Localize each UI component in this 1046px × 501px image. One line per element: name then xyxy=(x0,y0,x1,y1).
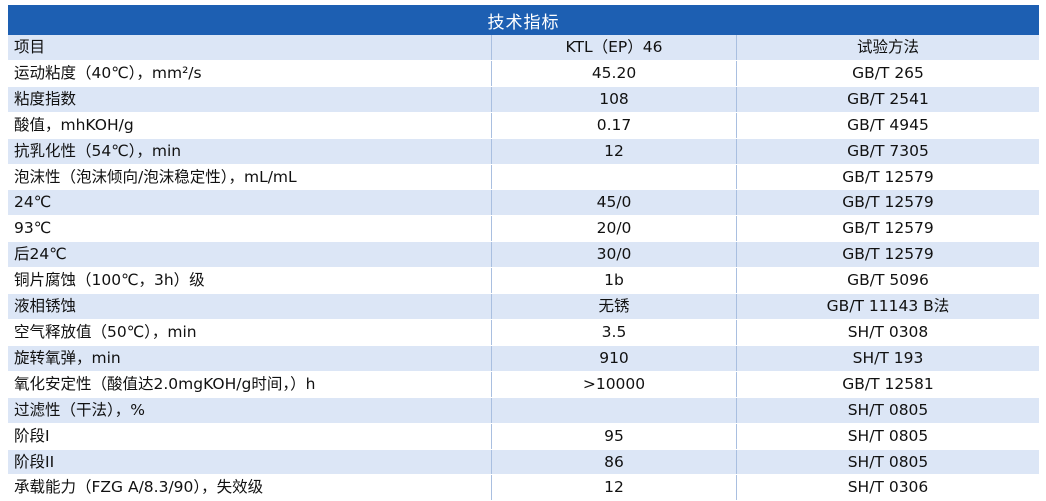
cell-method: GB/T 4945 xyxy=(736,112,1039,139)
cell-item: 过滤性（干法），% xyxy=(8,397,492,424)
cell-item: 液相锈蚀 xyxy=(8,293,492,320)
table-row: 铜片腐蚀（100℃，3h）级 1b GB/T 5096 xyxy=(8,267,1039,295)
table-row: 空气释放值（50℃），min 3.5 SH/T 0308 xyxy=(8,319,1039,346)
cell-value: 1b xyxy=(491,267,737,295)
table-row: 液相锈蚀 无锈 GB/T 11143 B法 xyxy=(8,293,1039,320)
cell-item: 24℃ xyxy=(8,189,492,217)
cell-value: 95 xyxy=(491,423,737,450)
table-title: 技术指标 xyxy=(8,5,1039,35)
table-row: 运动粘度（40℃），mm²/s 45.20 GB/T 265 xyxy=(8,60,1039,87)
table-row: 粘度指数 108 GB/T 2541 xyxy=(8,86,1039,113)
cell-method: SH/T 0805 xyxy=(736,423,1039,450)
table-row: 抗乳化性（54℃），min 12 GB/T 7305 xyxy=(8,138,1039,165)
column-header-method: 试验方法 xyxy=(736,35,1039,61)
cell-method: SH/T 0805 xyxy=(736,397,1039,424)
cell-value: 45.20 xyxy=(491,60,737,87)
cell-item: 氧化安定性（酸值达2.0mgKOH/g时间，）h xyxy=(8,371,492,398)
cell-item: 承载能力（FZG A/8.3/90），失效级 xyxy=(8,474,492,501)
cell-method: GB/T 12579 xyxy=(736,189,1039,217)
cell-item: 铜片腐蚀（100℃，3h）级 xyxy=(8,267,492,295)
table-row: 阶段II 86 SH/T 0805 xyxy=(8,449,1039,476)
cell-method: GB/T 12581 xyxy=(736,371,1039,398)
table-row: 93℃ 20/0 GB/T 12579 xyxy=(8,215,1039,243)
cell-method: GB/T 2541 xyxy=(736,86,1039,113)
cell-item: 阶段I xyxy=(8,423,492,450)
spec-table-container: 技术指标 项目 KTL（EP）46 试验方法 运动粘度（40℃），mm²/s 45… xyxy=(8,5,1039,501)
cell-value xyxy=(491,164,737,191)
cell-value: 86 xyxy=(491,449,737,476)
table-row: 酸值，mhKOH/g 0.17 GB/T 4945 xyxy=(8,112,1039,139)
cell-value: 12 xyxy=(491,138,737,165)
table-row: 阶段I 95 SH/T 0805 xyxy=(8,423,1039,450)
cell-value: 910 xyxy=(491,345,737,372)
table-row: 泡沫性（泡沫倾向/泡沫稳定性），mL/mL GB/T 12579 xyxy=(8,164,1039,191)
cell-value: >10000 xyxy=(491,371,737,398)
cell-item: 酸值，mhKOH/g xyxy=(8,112,492,139)
table-row: 24℃ 45/0 GB/T 12579 xyxy=(8,189,1039,217)
cell-method: GB/T 12579 xyxy=(736,241,1039,269)
header-row: 项目 KTL（EP）46 试验方法 xyxy=(8,35,1039,61)
table-row: 后24℃ 30/0 GB/T 12579 xyxy=(8,241,1039,269)
cell-method: SH/T 0805 xyxy=(736,449,1039,476)
cell-item: 93℃ xyxy=(8,215,492,243)
table-row: 旋转氧弹，min 910 SH/T 193 xyxy=(8,345,1039,372)
cell-item: 泡沫性（泡沫倾向/泡沫稳定性），mL/mL xyxy=(8,164,492,191)
cell-item: 空气释放值（50℃），min xyxy=(8,319,492,346)
cell-method: SH/T 193 xyxy=(736,345,1039,372)
cell-method: GB/T 265 xyxy=(736,60,1039,87)
cell-value: 45/0 xyxy=(491,189,737,217)
cell-value: 108 xyxy=(491,86,737,113)
cell-item: 抗乳化性（54℃），min xyxy=(8,138,492,165)
cell-item: 运动粘度（40℃），mm²/s xyxy=(8,60,492,87)
cell-method: GB/T 12579 xyxy=(736,215,1039,243)
cell-value: 无锈 xyxy=(491,293,737,320)
cell-item: 旋转氧弹，min xyxy=(8,345,492,372)
cell-method: GB/T 7305 xyxy=(736,138,1039,165)
table-row: 氧化安定性（酸值达2.0mgKOH/g时间，）h >10000 GB/T 12581 xyxy=(8,371,1039,398)
column-header-product: KTL（EP）46 xyxy=(491,35,737,61)
spec-table: 项目 KTL（EP）46 试验方法 运动粘度（40℃），mm²/s 45.20 GB… xyxy=(8,35,1039,501)
table-row: 过滤性（干法），% SH/T 0805 xyxy=(8,397,1039,424)
cell-item: 后24℃ xyxy=(8,241,492,269)
cell-value xyxy=(491,397,737,424)
cell-value: 30/0 xyxy=(491,241,737,269)
column-header-item: 项目 xyxy=(8,35,492,61)
cell-value: 12 xyxy=(491,474,737,501)
cell-method: GB/T 5096 xyxy=(736,267,1039,295)
cell-method: SH/T 0308 xyxy=(736,319,1039,346)
cell-item: 粘度指数 xyxy=(8,86,492,113)
cell-method: GB/T 11143 B法 xyxy=(736,293,1039,320)
cell-item: 阶段II xyxy=(8,449,492,476)
cell-value: 20/0 xyxy=(491,215,737,243)
table-row: 承载能力（FZG A/8.3/90），失效级 12 SH/T 0306 xyxy=(8,474,1039,501)
cell-value: 3.5 xyxy=(491,319,737,346)
cell-value: 0.17 xyxy=(491,112,737,139)
cell-method: GB/T 12579 xyxy=(736,164,1039,191)
cell-method: SH/T 0306 xyxy=(736,474,1039,501)
